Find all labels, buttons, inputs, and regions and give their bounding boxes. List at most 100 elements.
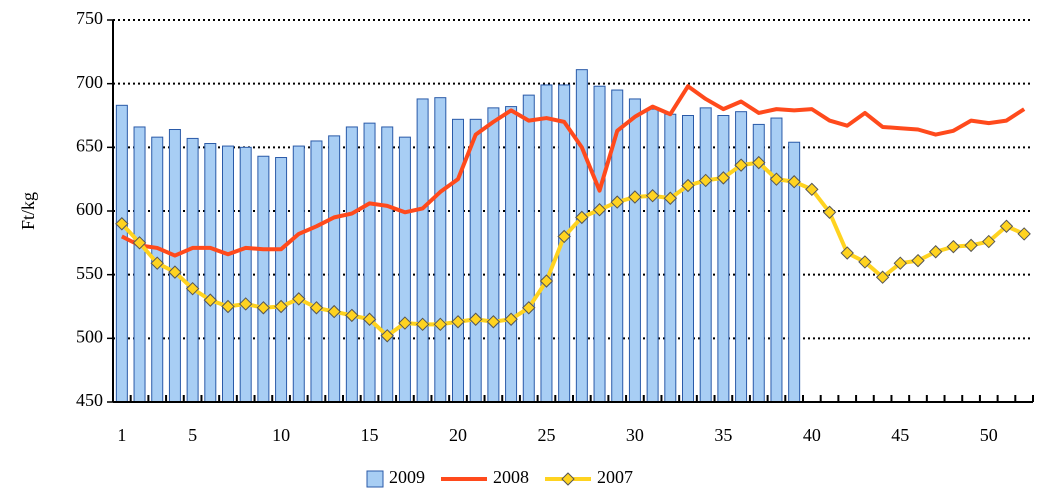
- x-tick-label: 1: [117, 425, 126, 445]
- x-tick-label: 15: [361, 425, 379, 445]
- marker: [380, 329, 394, 343]
- bar: [540, 84, 553, 403]
- bar: [328, 135, 341, 403]
- marker: [115, 217, 129, 231]
- x-tick-label: 35: [714, 425, 732, 445]
- marker: [415, 317, 430, 332]
- marker: [982, 234, 996, 249]
- marker: [203, 293, 218, 307]
- marker: [999, 219, 1014, 233]
- marker: [185, 281, 200, 296]
- bar: [664, 113, 677, 403]
- legend-label: 2007: [597, 467, 633, 487]
- marker: [875, 270, 890, 284]
- x-tick-label: 25: [537, 425, 555, 445]
- bar: [239, 146, 252, 403]
- marker: [769, 172, 784, 186]
- marker: [557, 229, 571, 244]
- marker: [928, 245, 943, 259]
- bar: [522, 94, 535, 403]
- y-tick-label: 450: [76, 390, 103, 410]
- y-tick-label: 700: [76, 72, 103, 92]
- marker: [858, 255, 872, 269]
- marker: [575, 210, 589, 225]
- marker: [451, 315, 465, 329]
- marker: [716, 171, 731, 185]
- x-tick-label: 45: [891, 425, 909, 445]
- marker: [1017, 227, 1031, 241]
- marker: [628, 190, 642, 204]
- marker: [433, 317, 448, 332]
- marker: [345, 308, 359, 323]
- marker: [238, 297, 253, 311]
- bar: [222, 145, 234, 403]
- y-tick-label: 750: [76, 8, 103, 28]
- bar: [310, 140, 323, 403]
- marker: [805, 182, 819, 197]
- marker: [911, 253, 925, 268]
- bar: [292, 145, 305, 403]
- bar: [717, 115, 730, 403]
- bar: [487, 107, 500, 403]
- marker: [787, 175, 801, 189]
- marker: [468, 312, 483, 326]
- bar: [469, 118, 482, 403]
- marker: [840, 246, 854, 260]
- bar: [505, 106, 518, 403]
- marker: [734, 158, 748, 172]
- marker: [504, 312, 518, 326]
- marker: [663, 191, 678, 205]
- marker: [822, 205, 837, 219]
- marker: [610, 195, 624, 209]
- marker: [274, 299, 288, 314]
- bar: [770, 117, 783, 403]
- x-tick-label: 30: [626, 425, 644, 445]
- x-tick-label: 40: [803, 425, 821, 445]
- bar: [628, 98, 641, 403]
- marker: [150, 256, 164, 270]
- marker: [292, 292, 306, 306]
- marker: [592, 203, 607, 217]
- bar: [257, 155, 270, 403]
- bar: [452, 118, 464, 403]
- bar: [275, 157, 288, 403]
- bar: [646, 108, 659, 403]
- marker: [256, 301, 271, 315]
- bar: [593, 85, 606, 403]
- y-tick-label: 600: [76, 199, 103, 219]
- marker: [752, 155, 766, 170]
- marker: [398, 316, 412, 330]
- marker: [539, 274, 554, 288]
- bar: [699, 107, 712, 403]
- marker: [964, 238, 978, 253]
- bar: [345, 126, 358, 403]
- bar: [735, 111, 748, 403]
- bar: [682, 115, 694, 403]
- marker: [681, 178, 695, 193]
- marker: [486, 315, 501, 329]
- line: [120, 84, 1026, 258]
- y-tick-label: 550: [76, 263, 103, 283]
- bar: [381, 126, 394, 403]
- bar: [434, 97, 447, 403]
- bar: [204, 143, 217, 403]
- legend-swatch: [366, 470, 384, 488]
- legend-marker: [561, 472, 575, 486]
- bar: [133, 126, 146, 403]
- bar: [416, 98, 429, 403]
- marker: [309, 301, 324, 315]
- marker: [362, 312, 377, 326]
- bar: [363, 122, 376, 403]
- legend-label: 2008: [493, 467, 529, 487]
- bar: [575, 69, 588, 403]
- marker: [168, 265, 182, 279]
- x-tick-label: 5: [188, 425, 197, 445]
- marker: [645, 189, 660, 203]
- marker: [698, 173, 713, 188]
- bar: [186, 137, 199, 403]
- marker: [522, 301, 536, 315]
- x-tick-label: 50: [980, 425, 998, 445]
- y-tick-label: 650: [76, 135, 103, 155]
- bar: [115, 104, 128, 403]
- marker: [327, 304, 341, 319]
